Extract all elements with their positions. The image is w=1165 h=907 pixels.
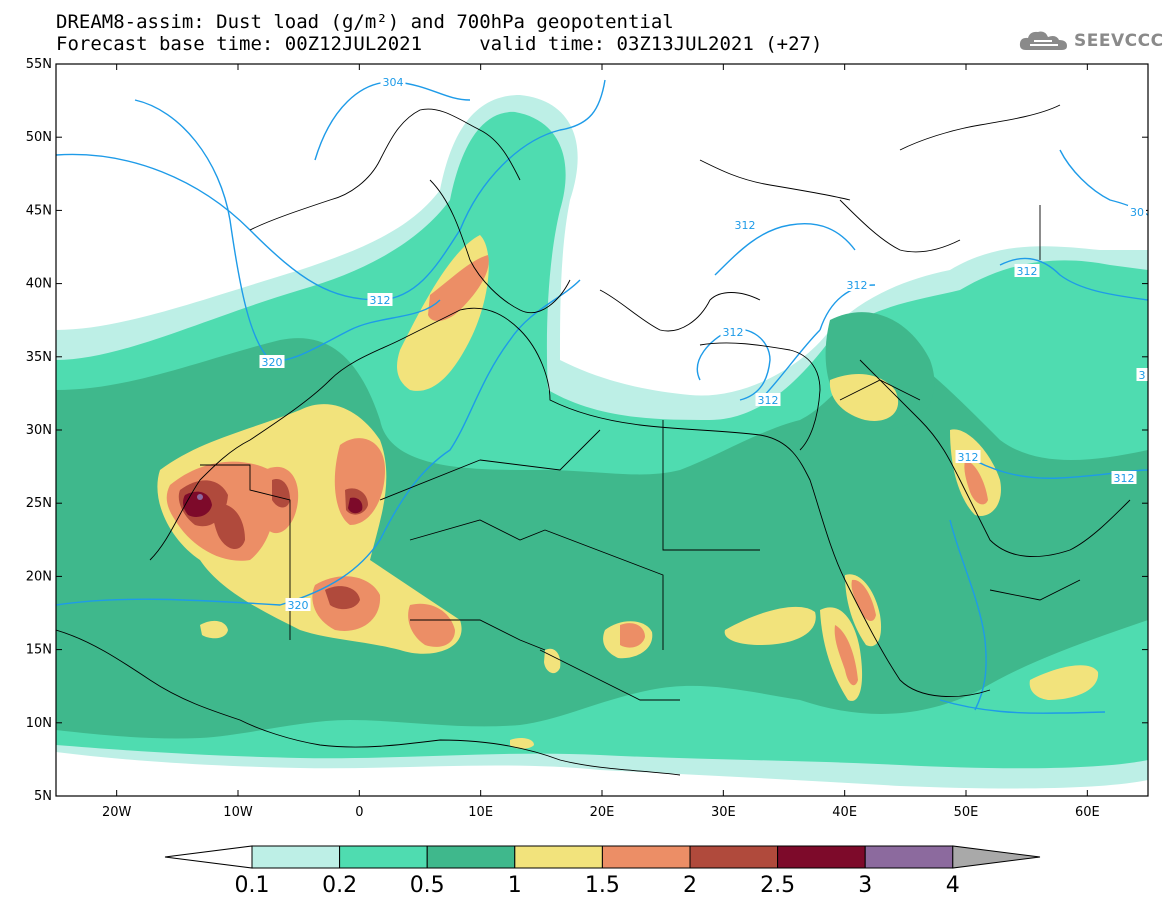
lon-label: 60E	[1075, 805, 1100, 820]
colorbar-label: 0.1	[235, 873, 270, 898]
contour-label-bg	[1111, 471, 1137, 484]
colorbar-bin	[777, 845, 866, 869]
dust-field	[56, 95, 1148, 789]
contour-label: 312	[723, 326, 744, 339]
lon-label: 20E	[590, 805, 615, 820]
lat-label: 55N	[26, 57, 52, 72]
lat-label: 5N	[34, 789, 52, 804]
colorbar-bin	[251, 845, 341, 869]
contour-labels: 304 312 312 312 312 312 312 312 312 320 320 30 3	[259, 75, 1148, 612]
lat-label: 20N	[26, 569, 52, 584]
lon-label: 40E	[832, 805, 857, 820]
colorbar-bin	[514, 845, 603, 869]
map-subtitle-times: Forecast base time: 00Z12JUL2021 valid t…	[56, 33, 823, 55]
colorbar: 0.1 0.2 0.5 1 1.5 2 2.5 3 4	[164, 845, 1041, 898]
contour-label: 320	[262, 356, 283, 369]
contour-label: 312	[958, 451, 979, 464]
contour-label-bg	[955, 450, 981, 463]
colorbar-label: 3	[858, 873, 872, 898]
contour-label-bg	[285, 598, 311, 611]
latitude-axis: 55N 50N 45N 40N 35N 30N 25N 20N 15N 10N 5N	[26, 57, 1148, 804]
lon-label: 20W	[102, 805, 132, 820]
lon-label: 10E	[468, 805, 493, 820]
lat-label: 25N	[26, 496, 52, 511]
colorbar-bin	[426, 845, 516, 869]
lon-label: 30E	[711, 805, 736, 820]
cloud-icon	[1019, 31, 1067, 50]
contour-label: 312	[847, 279, 868, 292]
contour-label-bg	[259, 355, 285, 368]
lat-label: 50N	[26, 130, 52, 145]
colorbar-max-arrow	[952, 845, 1041, 869]
contour-label-bg	[844, 278, 870, 291]
colorbar-label: 1.5	[585, 873, 620, 898]
colorbar-label: 2.5	[760, 873, 795, 898]
lat-label: 30N	[26, 423, 52, 438]
colorbar-min-arrow	[164, 845, 253, 869]
contour-label: 312	[735, 219, 756, 232]
contour-label: 320	[288, 599, 309, 612]
contour-label-bg	[755, 393, 781, 406]
contour-label: 304	[383, 76, 404, 89]
colorbar-label: 2	[683, 873, 697, 898]
contour-label-bg	[380, 75, 406, 88]
contour-label-bg	[1136, 368, 1148, 381]
colorbar-bin	[689, 845, 779, 869]
colorbar-label: 0.2	[322, 873, 357, 898]
contour-label: 312	[758, 394, 779, 407]
contour-label: 30	[1130, 206, 1144, 219]
colorbar-bin	[864, 845, 954, 869]
lat-label: 45N	[26, 203, 52, 218]
colorbar-bin	[601, 845, 691, 869]
lat-label: 15N	[26, 643, 52, 658]
contour-label-bg	[367, 293, 393, 306]
lon-label: 0	[355, 805, 363, 820]
map-title: DREAM8-assim: Dust load (g/m²) and 700hP…	[56, 11, 674, 33]
contour-label-bg	[732, 218, 758, 231]
seevccc-logo: SEEVCCC	[1018, 28, 1164, 54]
country-borders	[56, 104, 1131, 776]
contour-label-bg	[720, 325, 746, 338]
geopotential-contours	[56, 79, 1148, 714]
contour-label-bg	[1014, 264, 1040, 277]
colorbar-label: 1	[508, 873, 522, 898]
lon-label: 50E	[954, 805, 979, 820]
longitude-axis: 20W 10W 0 10E 20E 30E 40E 50E 60E	[102, 64, 1100, 820]
colorbar-bin	[339, 845, 428, 869]
contour-label: 312	[370, 294, 391, 307]
colorbar-label: 0.5	[410, 873, 445, 898]
contour-label: 312	[1114, 472, 1135, 485]
contour-label-bg	[1128, 205, 1146, 218]
contour-label: 3	[1139, 369, 1146, 382]
lat-label: 35N	[26, 350, 52, 365]
contour-label: 312	[1017, 265, 1038, 278]
lon-label: 10W	[223, 805, 253, 820]
lat-label: 10N	[26, 716, 52, 731]
lat-label: 40N	[26, 277, 52, 292]
logo-text: SEEVCCC	[1074, 31, 1164, 51]
colorbar-label: 4	[946, 873, 960, 898]
